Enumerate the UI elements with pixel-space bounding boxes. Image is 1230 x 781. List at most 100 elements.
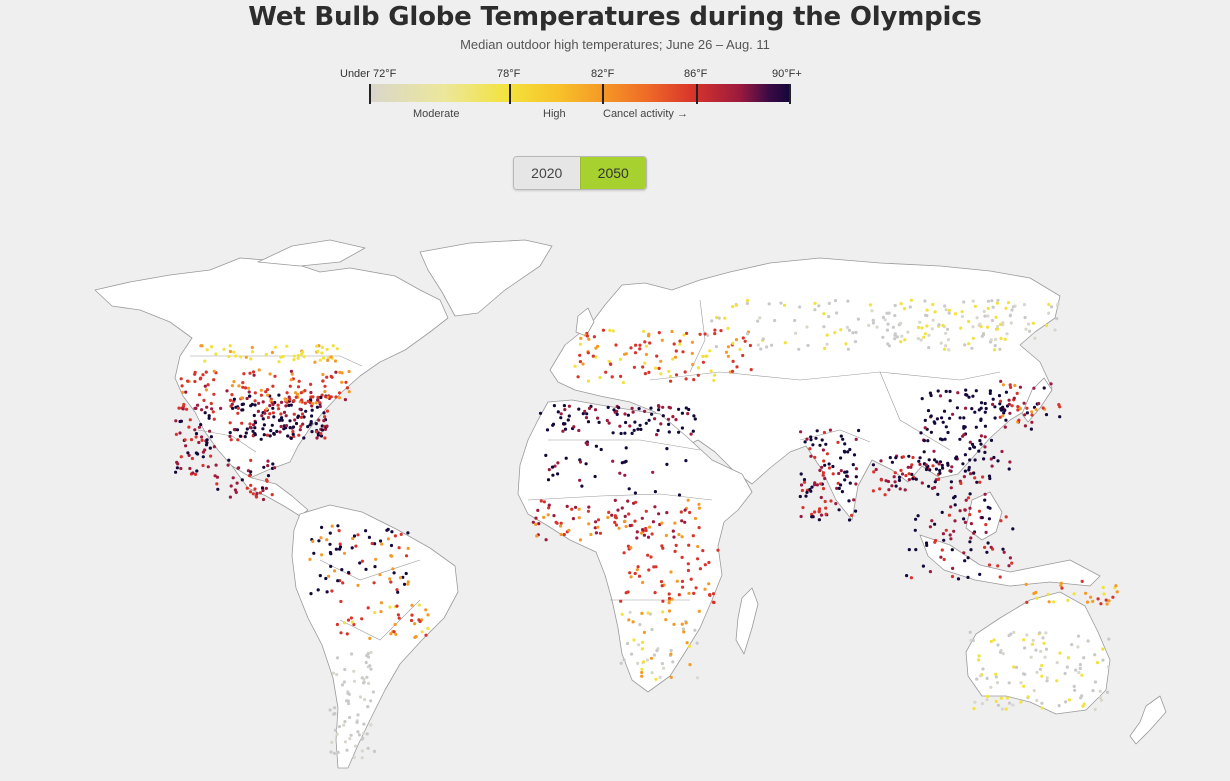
station-dot — [1024, 582, 1028, 587]
station-dot — [577, 507, 581, 511]
station-dot — [637, 574, 642, 578]
station-dot — [1085, 600, 1090, 604]
station-dot — [607, 421, 611, 425]
station-dot — [187, 453, 191, 457]
station-dot — [924, 541, 929, 545]
station-dot — [660, 521, 664, 525]
station-dot — [605, 418, 609, 423]
station-dot — [682, 333, 686, 337]
station-dot — [265, 407, 269, 411]
station-dot — [952, 529, 956, 533]
station-dot — [326, 358, 330, 362]
station-dot — [939, 555, 943, 559]
station-dot — [977, 654, 981, 658]
station-dot — [995, 681, 1000, 685]
station-dot — [940, 510, 944, 514]
station-dot — [923, 299, 927, 303]
station-dot — [1039, 649, 1043, 654]
station-dot — [716, 548, 720, 552]
station-dot — [672, 622, 676, 627]
station-dot — [834, 502, 838, 506]
station-dot — [364, 567, 368, 572]
station-dot — [270, 423, 274, 427]
station-dot — [937, 477, 941, 481]
station-dot — [929, 414, 933, 418]
station-dot — [585, 442, 590, 447]
station-dot — [599, 447, 603, 452]
station-dot — [671, 357, 675, 361]
station-dot — [815, 483, 820, 487]
station-dot — [926, 409, 931, 413]
station-dot — [315, 344, 319, 348]
station-dot — [1008, 411, 1012, 415]
station-dot — [364, 660, 368, 665]
station-dot — [538, 411, 543, 415]
station-dot — [650, 671, 654, 675]
station-dot — [991, 397, 995, 401]
station-dot — [932, 449, 936, 453]
station-dot — [805, 325, 809, 329]
station-dot — [266, 459, 270, 463]
station-dot — [922, 439, 927, 443]
station-dot — [356, 533, 360, 537]
station-dot — [793, 318, 797, 323]
station-dot — [938, 468, 942, 473]
station-dot — [927, 346, 931, 350]
station-dot — [228, 434, 232, 438]
station-dot — [185, 407, 189, 411]
station-dot — [843, 442, 847, 446]
station-dot — [537, 522, 541, 526]
station-dot — [767, 302, 771, 306]
station-dot — [930, 519, 934, 523]
station-dot — [893, 303, 897, 308]
station-dot — [646, 553, 650, 557]
station-dot — [992, 638, 996, 642]
station-dot — [726, 354, 731, 358]
station-dot — [406, 531, 410, 535]
station-dot — [966, 496, 971, 500]
station-dot — [633, 420, 637, 424]
station-dot — [950, 548, 954, 552]
station-dot — [337, 396, 342, 400]
station-dot — [634, 500, 638, 504]
station-dot — [956, 577, 961, 581]
station-dot — [354, 544, 358, 548]
station-dot — [349, 733, 353, 737]
station-dot — [1080, 673, 1084, 677]
station-dot — [367, 535, 371, 540]
station-dot — [1034, 648, 1038, 652]
station-dot — [979, 417, 983, 421]
station-dot — [710, 319, 714, 323]
station-dot — [277, 393, 281, 397]
station-dot — [666, 417, 671, 421]
station-dot — [1007, 398, 1011, 402]
station-dot — [231, 476, 235, 480]
station-dot — [212, 445, 216, 449]
station-dot — [1046, 592, 1050, 597]
station-dot — [613, 498, 617, 502]
station-dot — [999, 336, 1003, 340]
station-dot — [1004, 707, 1008, 711]
station-dot — [988, 476, 992, 481]
station-dot — [809, 435, 813, 439]
year-2050-button[interactable]: 2050 — [579, 157, 646, 189]
station-dot — [815, 429, 819, 433]
station-dot — [1115, 590, 1119, 594]
station-dot — [669, 570, 673, 574]
station-dot — [673, 549, 677, 554]
station-dot — [994, 315, 998, 319]
station-dot — [641, 640, 645, 645]
station-dot — [1107, 599, 1111, 603]
station-dot — [657, 366, 661, 370]
year-2020-button[interactable]: 2020 — [514, 157, 580, 189]
station-dot — [824, 512, 828, 516]
station-dot — [624, 524, 628, 529]
station-dot — [745, 301, 750, 305]
station-dot — [248, 422, 252, 426]
station-dot — [1089, 595, 1093, 599]
station-dot — [924, 467, 929, 472]
station-dot — [654, 565, 658, 569]
station-dot — [209, 435, 213, 439]
station-dot — [813, 455, 817, 459]
station-dot — [839, 469, 843, 473]
